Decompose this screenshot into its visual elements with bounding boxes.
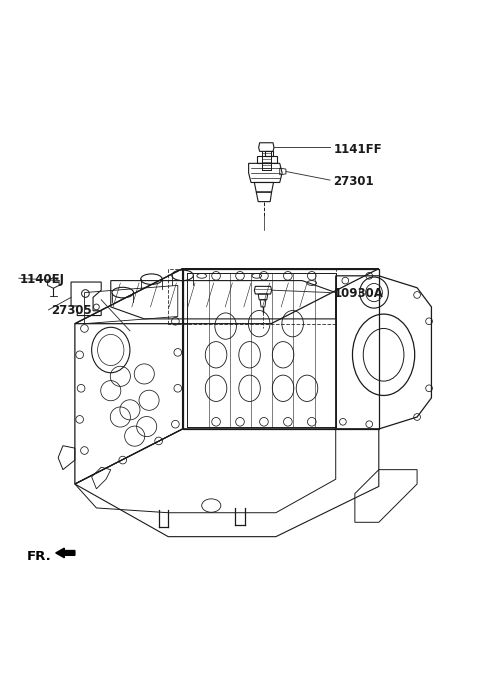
Text: 27301: 27301 xyxy=(333,174,374,188)
Text: 10930A: 10930A xyxy=(333,287,383,300)
Text: FR.: FR. xyxy=(27,550,52,564)
FancyArrow shape xyxy=(56,548,75,558)
Text: 27305: 27305 xyxy=(51,304,92,317)
Text: 1140EJ: 1140EJ xyxy=(20,273,65,286)
Text: 1141FF: 1141FF xyxy=(333,144,382,156)
